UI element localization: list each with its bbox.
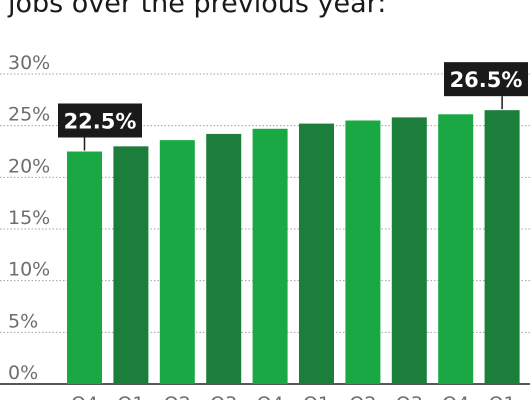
bar	[252, 128, 288, 384]
bar	[438, 114, 474, 385]
x-tick-label: Q3	[396, 393, 423, 400]
y-tick-label: 20%	[8, 155, 50, 177]
bar	[159, 140, 195, 384]
data-label: 26.5%	[450, 68, 523, 92]
bar	[206, 133, 242, 384]
x-tick-label: Q3	[210, 393, 237, 400]
chart-title: jobs over the previous year:	[8, 0, 387, 19]
x-tick-label: Q2	[164, 393, 191, 400]
y-tick-label: 0%	[8, 362, 38, 384]
x-tick-label: Q4	[442, 393, 469, 400]
y-axis-ticks: 0% 5% 10% 15% 20% 25% 30%	[8, 52, 50, 384]
x-tick-label: Q1	[117, 393, 144, 400]
x-tick-label: Q4	[257, 393, 284, 400]
y-tick-label: 15%	[8, 207, 50, 229]
bar	[67, 151, 102, 384]
y-tick-label: 30%	[8, 52, 50, 74]
bar	[391, 117, 427, 385]
x-tick-label: Q1	[489, 393, 516, 400]
y-tick-label: 5%	[8, 310, 38, 332]
y-tick-label: 25%	[8, 104, 50, 126]
bars	[67, 110, 520, 385]
x-tick-label: Q2	[349, 393, 376, 400]
bar	[299, 123, 334, 384]
x-axis-ticks: Q4 Q1 Q2 Q3 Q4 Q1 Q2 Q3 Q4 Q1	[71, 393, 516, 400]
x-tick-label: Q4	[71, 393, 98, 400]
x-tick-label: Q1	[303, 393, 330, 400]
bar	[484, 110, 520, 385]
bar	[345, 120, 381, 384]
callout-box	[444, 62, 528, 97]
data-label: 22.5%	[64, 110, 137, 134]
callout-box	[58, 103, 142, 138]
y-tick-label: 10%	[8, 259, 50, 281]
callouts: 22.5% 26.5%	[58, 62, 528, 151]
bar	[113, 146, 149, 384]
